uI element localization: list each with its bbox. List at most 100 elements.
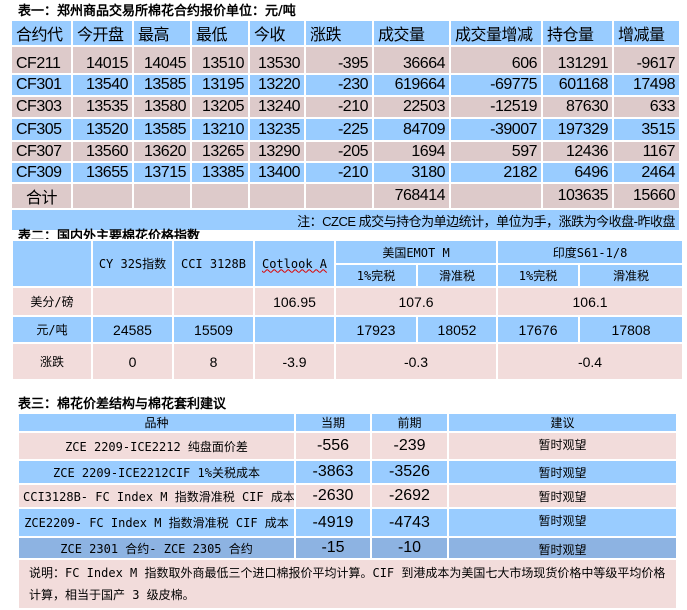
cell: 13385 (190, 161, 250, 184)
table-row: CF301 13540 13585 13195 13220 -230 619664 -6977… (10, 73, 681, 97)
cell: 103635 (541, 182, 614, 210)
cell: -3863 (294, 459, 372, 485)
cell: -0.4 (496, 342, 685, 381)
table3-title: 表三：棉花价差结构与棉花套利建议 (18, 397, 227, 412)
sub-header: 1%完税 (496, 263, 581, 288)
sub-header: 1%完税 (334, 263, 418, 288)
cell: 13210 (190, 117, 250, 142)
header-us: 美国EMOT M (333, 239, 499, 265)
cell: 13655 (71, 161, 134, 184)
table1-note: 注：CZCE 成交与持仓为单边统计，单位为手，涨跌为今收盘-昨收盘 (10, 208, 681, 232)
table-row: ZCE 2301 合约- ZCE 2305 合约 -15 -10 暂时观望 (17, 536, 678, 560)
column-header: 成交量 (372, 19, 451, 47)
table-row: 涨跌 0 8 -3.9 -0.3 -0.4 (11, 342, 685, 381)
table-row: CF309 13655 13715 13385 13400 -210 3180 2182 649… (10, 161, 681, 184)
contract-cell: CF307 (10, 140, 73, 163)
header-row: 合约代 今开盘 最高 最低 今收 涨跌 成交量 成交量增减 持仓量 增减量 (10, 19, 681, 47)
column-header: 增减量 (612, 19, 681, 47)
table3-note: 说明：FC Index M 指数取外商最低三个进口棉报价平均计算。CIF 到港成… (17, 558, 678, 610)
cell: 131291 (541, 45, 614, 75)
cell: 13510 (190, 45, 250, 75)
cell: 17808 (578, 315, 685, 344)
cell: ZCE 2301 合约- ZCE 2305 合约 (17, 536, 296, 560)
cell: 13530 (248, 45, 306, 75)
cell: 107.6 (333, 286, 499, 317)
cell (253, 315, 336, 344)
cell: -4743 (370, 507, 449, 538)
cell: 8 (172, 342, 255, 381)
cell: 13400 (248, 161, 306, 184)
cell: 12436 (541, 140, 614, 163)
cell: 619664 (372, 73, 451, 97)
column-header: 合约代 (10, 19, 73, 47)
cell: ZCE2209- FC Index M 指数滑准税 CIF 成本 (17, 507, 296, 538)
cell: 3515 (612, 117, 681, 142)
cell: 13240 (248, 95, 306, 119)
cell: 597 (449, 140, 543, 163)
sub-header: 滑准税 (415, 263, 499, 288)
row-label: 元/吨 (11, 315, 93, 344)
cell: 15509 (172, 315, 255, 344)
table-row: ZCE2209- FC Index M 指数滑准税 CIF 成本 -4919 -47… (17, 507, 678, 538)
cell: -395 (304, 45, 374, 75)
cell: 106.95 (253, 286, 336, 317)
contract-cell: CF303 (10, 95, 73, 119)
cell: 1167 (612, 140, 681, 163)
cell (71, 182, 134, 210)
advice-cell: 暂时观望 (447, 507, 678, 538)
cell (132, 182, 192, 210)
table-row: ZCE 2209-ICE2212CIF 1%关税成本 -3863 -3526 暂时观望 (17, 459, 678, 485)
cell: 17676 (496, 315, 581, 344)
cell: 17498 (612, 73, 681, 97)
advice-cell: 暂时观望 (447, 536, 678, 560)
cell: 601168 (541, 73, 614, 97)
cell: 13535 (71, 95, 134, 119)
cell: 87630 (541, 95, 614, 119)
cell (172, 286, 255, 317)
column-header: 持仓量 (541, 19, 614, 47)
cell: 14045 (132, 45, 192, 75)
price-index-table: CY 32S指数 CCI 3128B Cotlook A 美国EMOT M 印度… (11, 239, 685, 381)
cell: 36664 (372, 45, 451, 75)
cell: 13585 (132, 73, 192, 97)
column-header: 最高 (132, 19, 192, 47)
cell: 13585 (132, 117, 192, 142)
header-india: 印度S61-1/8 (496, 239, 685, 265)
sub-header: 滑准税 (578, 263, 685, 288)
cell: -15 (294, 536, 372, 560)
cell: 22503 (372, 95, 451, 119)
cell: 14015 (71, 45, 134, 75)
cell: 13560 (71, 140, 134, 163)
cell: 13715 (132, 161, 192, 184)
cell (91, 286, 174, 317)
header-cotlook-text: Cotlook A (261, 256, 328, 271)
cell: 13580 (132, 95, 192, 119)
cell: 15660 (612, 182, 681, 210)
column-header: 前期 (370, 412, 449, 433)
cell: 633 (612, 95, 681, 119)
cell: 606 (449, 45, 543, 75)
cell: 13195 (190, 73, 250, 97)
cell: -210 (304, 95, 374, 119)
cell: -69775 (449, 73, 543, 97)
table-row: CF307 13560 13620 13265 13290 -205 1694 597 1243… (10, 140, 681, 163)
cell: -0.3 (333, 342, 499, 381)
header-cci: CCI 3128B (172, 239, 255, 288)
cell: -12519 (449, 95, 543, 119)
column-header: 品种 (17, 412, 296, 433)
cell: 13290 (248, 140, 306, 163)
cell: -556 (294, 431, 372, 461)
cell: 13620 (132, 140, 192, 163)
table-row: CF211 14015 14045 13510 13530 -395 36664 606 131… (10, 45, 681, 75)
cell: -230 (304, 73, 374, 97)
cell: -39007 (449, 117, 543, 142)
cell (190, 182, 250, 210)
header-cotlook: Cotlook A (253, 239, 336, 288)
cell: ZCE 2209-ICE2212 纯盘面价差 (17, 431, 296, 461)
cell: -4919 (294, 507, 372, 538)
cell: 2464 (612, 161, 681, 184)
cell: 197329 (541, 117, 614, 142)
cell: 13265 (190, 140, 250, 163)
cell: 13235 (248, 117, 306, 142)
table1-title: 表一：郑州商品交易所棉花合约报价单位：元/吨 (18, 4, 296, 19)
